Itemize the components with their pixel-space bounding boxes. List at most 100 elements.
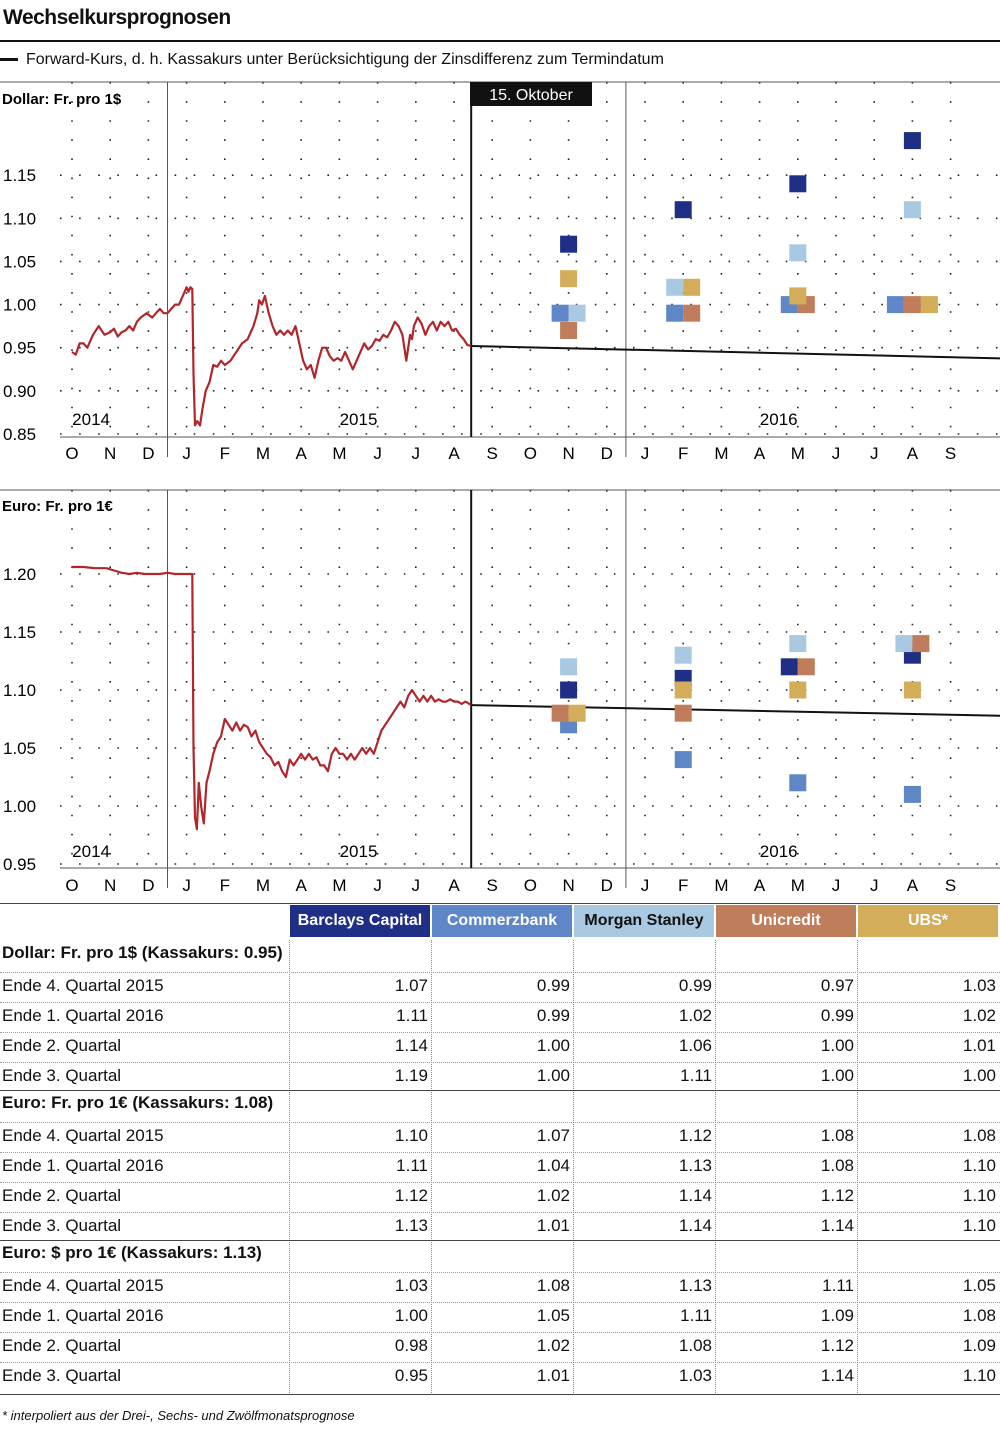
forecast-marker-ubs: [683, 278, 701, 296]
cell-value: 1.13: [394, 1216, 428, 1235]
x-tick-label: J: [412, 876, 421, 895]
x-tick-label: D: [142, 444, 154, 463]
cell-value: 0.98: [394, 1336, 428, 1355]
cell-value: 1.05: [962, 1276, 996, 1295]
row-sep: [0, 1002, 1000, 1003]
cell-value: 1.09: [820, 1306, 854, 1325]
date-marker-box: [470, 82, 592, 106]
y-tick-label: 0.95: [3, 855, 36, 874]
year-label: 2014: [72, 410, 110, 429]
x-tick-label: J: [641, 876, 650, 895]
cell-value: 1.08: [820, 1126, 854, 1145]
spot-rate-line: [71, 286, 472, 427]
cell-value: 1.08: [820, 1156, 854, 1175]
cell-value: 1.12: [820, 1336, 854, 1355]
cell-value: 1.08: [962, 1306, 996, 1325]
row-label: Ende 2. Quartal: [2, 1036, 122, 1055]
cell-value: 0.97: [820, 976, 854, 995]
cell-value: 1.10: [962, 1186, 996, 1205]
forward-line-swatch: [0, 58, 18, 62]
legend-label: Forward-Kurs, d. h. Kassakurs unter Berü…: [26, 51, 664, 68]
x-tick-label: O: [65, 444, 78, 463]
row-label: Ende 3. Quartal: [2, 1216, 122, 1235]
x-tick-label: J: [182, 444, 191, 463]
cell-value: 1.08: [962, 1126, 996, 1145]
table-header-2: Morgan Stanley: [574, 905, 714, 937]
y-tick-label: 1.05: [3, 252, 36, 271]
forecast-marker-commerzbank: [903, 785, 921, 803]
row-sep: [0, 1362, 1000, 1363]
forecast-marker-morgan-stanley: [568, 304, 586, 322]
row-label: Ende 2. Quartal: [2, 1336, 122, 1355]
x-tick-label: F: [220, 444, 230, 463]
forecast-marker-ubs: [789, 287, 807, 305]
x-tick-label: D: [601, 444, 613, 463]
x-tick-label: M: [714, 876, 728, 895]
cell-value: 1.11: [396, 1006, 428, 1025]
forecast-marker-morgan-stanley: [789, 635, 807, 653]
cell-value: 1.14: [678, 1216, 712, 1235]
cell-value: 1.03: [394, 1276, 428, 1295]
cell-value: 0.99: [536, 1006, 570, 1025]
cell-value: 1.11: [396, 1156, 428, 1175]
cell-value: 1.13: [678, 1156, 712, 1175]
table-row: Ende 2. Quartal 1.12 1.02 1.14 1.12 1.10: [0, 1182, 1000, 1212]
table-row: Ende 1. Quartal 2016 1.11 1.04 1.13 1.08 1.10: [0, 1152, 1000, 1182]
cell-value: 1.00: [394, 1306, 428, 1325]
forecast-marker-unicredit: [674, 704, 692, 722]
row-sep: [0, 1182, 1000, 1183]
cell-value: 1.05: [536, 1306, 570, 1325]
row-sep: [0, 1302, 1000, 1303]
cell-value: 1.08: [678, 1336, 712, 1355]
forecast-marker-barclays-capital: [789, 175, 807, 193]
cell-value: 1.01: [536, 1366, 570, 1385]
x-tick-label: A: [296, 444, 308, 463]
x-tick-label: N: [562, 444, 574, 463]
table-row: Ende 1. Quartal 2016 1.11 0.99 1.02 0.99 1.02: [0, 1002, 1000, 1032]
cell-value: 1.01: [962, 1036, 996, 1055]
forecast-marker-ubs: [568, 704, 586, 722]
cell-value: 1.10: [962, 1216, 996, 1235]
cell-value: 1.02: [536, 1186, 570, 1205]
x-tick-label: O: [524, 444, 537, 463]
x-tick-label: D: [601, 876, 613, 895]
year-label: 2016: [760, 842, 798, 861]
year-label: 2015: [340, 842, 378, 861]
x-tick-label: N: [104, 876, 116, 895]
x-tick-label: A: [754, 444, 766, 463]
chart-dollar: Dollar: Fr. pro 1$ 1.15 1.10 1.05 1.00 0.95 0.…: [0, 81, 1000, 463]
forecast-marker-morgan-stanley: [560, 658, 578, 676]
y-title: Euro: Fr. pro 1€: [2, 498, 114, 515]
cell-value: 1.11: [822, 1276, 854, 1295]
cell-value: 0.99: [536, 976, 570, 995]
table-header-4: UBS*: [858, 905, 998, 937]
y-tick-label: 1.10: [3, 209, 36, 228]
forecast-marker-commerzbank: [551, 304, 569, 322]
cell-value: 1.08: [536, 1276, 570, 1295]
row-sep: [0, 1272, 1000, 1273]
footnote: * interpoliert aus der Drei-, Sechs- und…: [2, 1408, 355, 1423]
forecast-marker-commerzbank: [886, 296, 904, 314]
row-label: Ende 1. Quartal 2016: [2, 1306, 164, 1325]
cell-value: 0.99: [820, 1006, 854, 1025]
x-tick-label: J: [870, 876, 879, 895]
table-bottom-rule: [0, 1394, 1000, 1395]
cell-value: 1.10: [962, 1156, 996, 1175]
x-tick-label: A: [448, 876, 460, 895]
forecast-marker-morgan-stanley: [895, 635, 913, 653]
cell-value: 1.00: [962, 1066, 996, 1085]
row-sep: [0, 1212, 1000, 1213]
forecast-marker-unicredit: [912, 635, 930, 653]
x-tick-label: S: [487, 444, 498, 463]
cell-value: 1.02: [536, 1336, 570, 1355]
row-sep: [0, 972, 1000, 973]
year-label: 2014: [72, 842, 110, 861]
y-tick-label: 0.85: [3, 425, 36, 444]
table-row: Ende 3. Quartal 0.95 1.01 1.03 1.14 1.10: [0, 1362, 1000, 1392]
x-tick-label: J: [373, 444, 382, 463]
x-tick-label: J: [870, 444, 879, 463]
forecast-marker-commerzbank: [666, 304, 684, 322]
x-tick-label: J: [412, 444, 421, 463]
y-title: Dollar: Fr. pro 1$: [2, 91, 122, 108]
cell-value: 1.02: [962, 1006, 996, 1025]
